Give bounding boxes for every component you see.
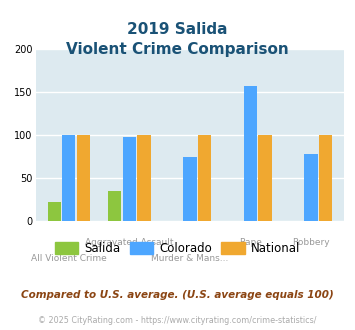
Bar: [198, 135, 211, 221]
Text: Aggravated Assault: Aggravated Assault: [85, 238, 174, 247]
Bar: [108, 191, 121, 221]
Text: Robbery: Robbery: [292, 238, 330, 247]
Text: 2019 Salida: 2019 Salida: [127, 22, 228, 37]
Text: Violent Crime Comparison: Violent Crime Comparison: [66, 42, 289, 57]
Bar: [304, 154, 318, 221]
Bar: [137, 135, 151, 221]
Bar: [62, 135, 76, 221]
Bar: [77, 135, 90, 221]
Text: All Violent Crime: All Violent Crime: [31, 254, 107, 263]
Text: © 2025 CityRating.com - https://www.cityrating.com/crime-statistics/: © 2025 CityRating.com - https://www.city…: [38, 316, 317, 325]
Bar: [48, 202, 61, 221]
Bar: [183, 157, 197, 221]
Legend: Salida, Colorado, National: Salida, Colorado, National: [50, 237, 305, 260]
Text: Rape: Rape: [239, 238, 262, 247]
Text: Murder & Mans...: Murder & Mans...: [151, 254, 229, 263]
Text: Compared to U.S. average. (U.S. average equals 100): Compared to U.S. average. (U.S. average …: [21, 290, 334, 300]
Bar: [123, 137, 136, 221]
Bar: [244, 85, 257, 221]
Bar: [319, 135, 332, 221]
Bar: [258, 135, 272, 221]
